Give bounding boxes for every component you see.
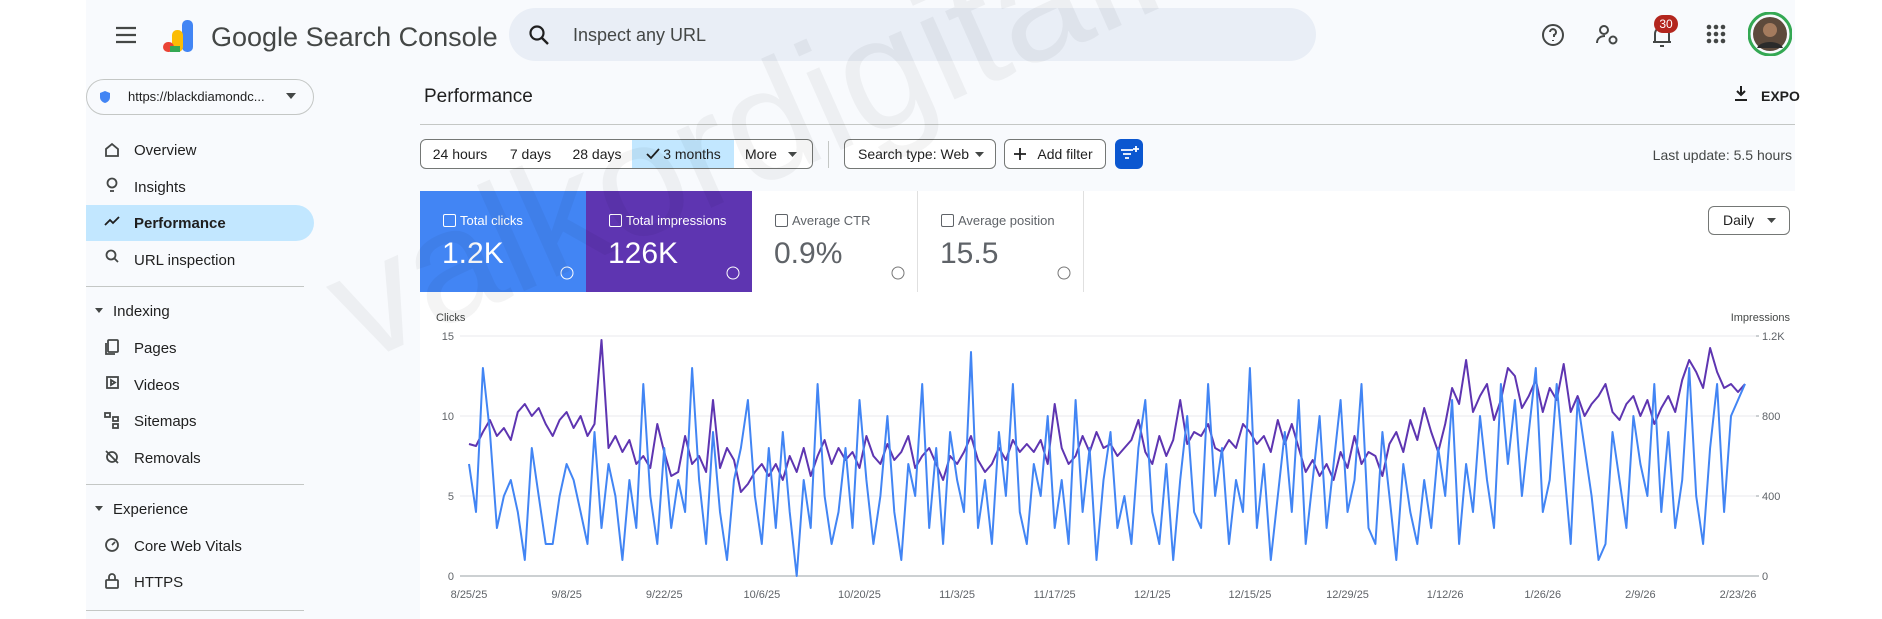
dropdown-arrow [788,152,797,157]
nav-item[interactable]: Performance [134,215,226,232]
range-button-selected[interactable]: 3 months [632,139,735,169]
x-tick-label: 10/20/25 [838,589,881,601]
divider [86,286,304,287]
x-tick-label: 12/29/25 [1326,589,1369,601]
checkbox[interactable] [941,214,954,227]
x-tick-label: 2/9/26 [1625,589,1656,601]
dropdown-arrow [1767,218,1776,223]
nav-selected [86,205,314,241]
export-button[interactable]: EXPO [1761,88,1800,104]
section-title[interactable]: Indexing [113,303,170,320]
metric-label: Total clicks [460,213,523,228]
range-button[interactable]: 28 days [562,139,633,169]
x-tick-label: 1/26/26 [1524,589,1561,601]
nav-item[interactable]: Core Web Vitals [134,538,242,555]
series-line [468,339,1746,493]
y2-tick-label: 400 [1762,491,1780,503]
x-tick-label: 11/17/25 [1034,589,1076,601]
x-tick-label: 12/1/25 [1134,589,1171,601]
divider [420,124,1795,125]
check-icon [646,148,660,160]
more-button[interactable]: More [734,139,813,169]
nav-icons [104,142,120,263]
divider [86,484,304,485]
property-selector[interactable] [86,79,314,115]
metric-card[interactable]: Total impressions 126K [586,191,752,292]
product-name: Google Search Console [211,22,498,52]
help-button[interactable] [1540,22,1566,48]
export-icon [1735,86,1747,101]
metric-card[interactable]: Average position 15.5 [918,191,1084,292]
nav-item[interactable]: Videos [134,377,180,394]
collapse-arrow [95,308,103,313]
search-box[interactable] [509,8,1316,61]
collapse-arrow [95,506,103,511]
property-url[interactable]: https://blackdiamondc... [128,89,265,104]
x-tick-label: 1/12/26 [1427,589,1464,601]
filter-settings-button[interactable] [1115,139,1143,169]
avatar[interactable] [1748,12,1792,56]
y-tick-label: 5 [448,491,454,503]
settings-button[interactable] [1594,22,1620,48]
y-axis-label: Clicks [436,312,466,324]
metric-label: Average position [958,213,1055,228]
x-tick-label: 9/8/25 [551,589,582,601]
checkbox[interactable] [443,214,456,227]
y-tick-label: 0 [448,571,454,583]
search-icon [529,25,549,45]
nav-item[interactable]: URL inspection [134,252,236,269]
x-tick-label: 8/25/25 [451,589,488,601]
y-tick-label: 15 [442,331,454,343]
y2-tick-label: 0 [1762,571,1768,583]
last-update: Last update: 5.5 hours [1652,147,1792,163]
metric-value: 1.2K [442,237,504,270]
metric-value: 126K [608,237,679,270]
nav-icons [105,538,119,589]
metric-label: Average CTR [792,213,871,228]
nav-item[interactable]: HTTPS [134,574,184,591]
apps-button[interactable] [1705,23,1727,45]
y-tick-label: 10 [442,411,454,423]
y2-tick-label: 1.2K [1762,331,1785,343]
metric-card[interactable]: Total clicks 1.2K [420,191,586,292]
nav-item[interactable]: Sitemaps [134,413,197,430]
x-tick-label: 12/15/25 [1229,589,1272,601]
metric-card[interactable]: Average CTR 0.9% [752,191,918,292]
x-tick-label: 10/6/25 [743,589,780,601]
menu-button[interactable] [114,25,138,45]
metric-label: Total impressions [626,213,727,228]
help-icons [560,266,1071,280]
x-tick-label: 2/23/26 [1720,589,1757,601]
notification-badge: 30 [1654,15,1678,33]
x-tick-label: 11/3/25 [939,589,975,601]
checkbox[interactable] [609,214,622,227]
property-icon [100,91,110,103]
metric-value: 15.5 [940,237,999,270]
dropdown-arrow [286,93,296,99]
dropdown-arrow [975,152,984,157]
nav-item[interactable]: Overview [134,142,197,159]
series-line [468,351,1746,577]
y2-tick-label: 800 [1762,411,1780,423]
y2-axis-label: Impressions [1731,312,1791,324]
search-placeholder[interactable]: Inspect any URL [573,25,707,45]
nav-item[interactable]: Removals [134,450,201,467]
plus-icon [1014,148,1026,160]
divider [828,141,829,168]
nav-icons [104,339,119,464]
logo [163,20,193,52]
granularity-button[interactable]: Daily [1708,206,1790,235]
metric-value: 0.9% [774,237,843,270]
search-type-button[interactable]: Search type: Web [844,139,996,169]
page-title: Performance [424,86,533,107]
checkbox[interactable] [775,214,788,227]
section-title[interactable]: Experience [113,501,189,518]
divider [86,610,304,611]
nav-item[interactable]: Pages [134,340,177,357]
x-tick-label: 9/22/25 [646,589,683,601]
nav-item[interactable]: Insights [134,179,186,196]
